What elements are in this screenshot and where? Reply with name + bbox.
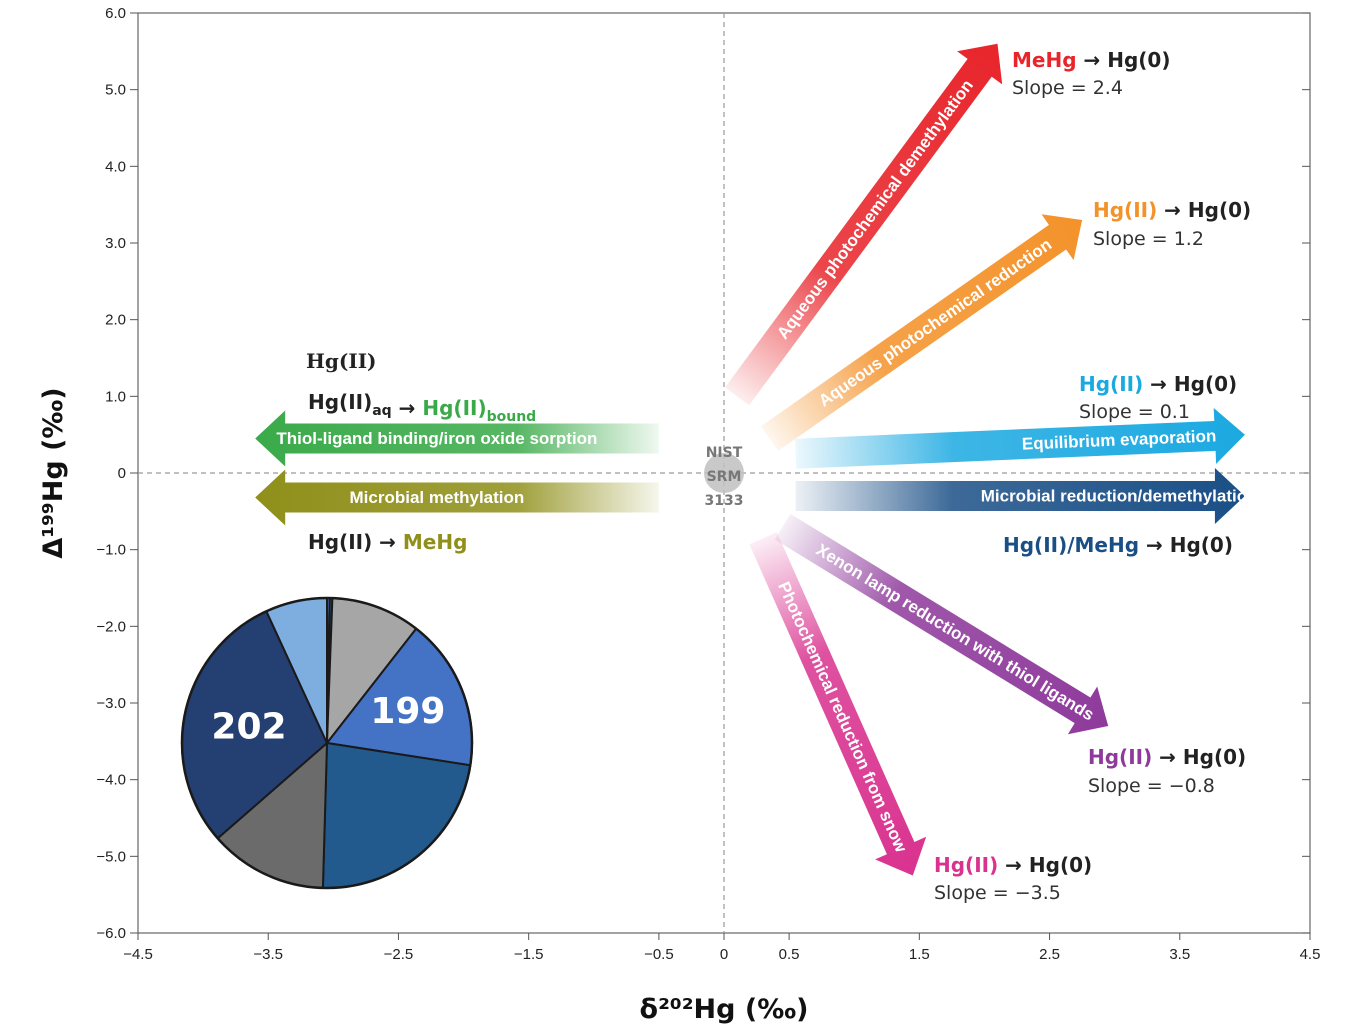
process-arrow [795,408,1245,469]
y-tick-label: 4.0 [105,158,126,175]
isotope-pie-inset: 199 202 [180,596,474,890]
nist-srm-3133-marker: NIST SRM 3133 [704,445,744,509]
x-tick-label: 4.5 [1300,946,1321,963]
reaction-arrow: → [1139,533,1170,557]
process-arrow [774,513,1109,735]
reaction-arrow: → [1077,48,1108,72]
pie-slice-label: 199 [370,691,445,732]
reaction-label: Hg(II) → Hg(0) [1093,198,1251,222]
reaction-label: Hg(II) → MeHg [308,530,467,554]
reaction-subscript: aq [372,403,391,419]
slope-label: Slope = 1.2 [1093,228,1204,250]
reaction-arrow: → [1143,372,1174,396]
reaction-label: Hg(II)aq → Hg(II)bound [308,390,536,425]
process-arrow-label: Microbial reduction/demethylation [981,487,1258,506]
process-arrow [761,214,1083,451]
x-tick-label: −4.5 [123,946,153,963]
reaction-label: Hg(II) → Hg(0) [934,853,1092,877]
reaction-arrow: → [998,853,1029,877]
x-tick-label: −2.5 [384,946,414,963]
y-axis-title: Δ¹⁹⁹Hg (‰) [38,387,69,558]
reaction-species: Hg(0) [1183,745,1246,769]
reaction-arrow: → [392,396,423,420]
process-arrow [795,468,1245,524]
y-tick-label: 3.0 [105,235,126,252]
reference-marker [704,453,744,493]
slope-label: Slope = 0.1 [1079,401,1190,423]
y-tick-label: −2.0 [96,618,126,635]
slope-label: Slope = −0.8 [1088,775,1215,797]
reference-label: 3133 [705,493,744,509]
y-tick-label: −5.0 [96,848,126,865]
x-tick-label: −0.5 [644,946,674,963]
process-arrow-label: Thiol-ligand binding/iron oxide sorption [276,429,597,448]
reaction-label: Hg(II) → Hg(0) [1079,372,1237,396]
x-axis-title: δ²⁰²Hg (‰) [640,994,809,1025]
x-tick-label: −3.5 [253,946,283,963]
reaction-species: Hg(II) [1093,198,1157,222]
reaction-species: Hg(II) [1079,372,1143,396]
x-tick-label: 3.5 [1169,946,1190,963]
reaction-species: Hg(II) [308,390,372,414]
reference-label: NIST [706,445,743,461]
reaction-species: Hg(0) [1029,853,1092,877]
reference-label: SRM [707,469,742,485]
reaction-arrow: → [372,530,403,554]
process-arrow-label: Microbial methylation [350,488,525,507]
y-tick-label: 5.0 [105,82,126,99]
process-arrow-label: Photochemical reduction from snow [774,579,911,856]
reaction-label: Hg(II) → Hg(0) [1088,745,1246,769]
y-tick-label: 2.0 [105,312,126,329]
hg-ii-label: Hg(II) [306,349,377,373]
slope-label: Slope = −3.5 [934,882,1061,904]
reaction-species: MeHg [1012,48,1077,72]
reaction-label: Hg(II)/MeHg → Hg(0) [1003,533,1233,557]
reaction-species: Hg(II) [308,530,372,554]
reaction-species: Hg(II) [1088,745,1152,769]
reaction-species: Hg(0) [1188,198,1251,222]
pie-slice [321,741,472,889]
x-tick-label: 0.5 [779,946,800,963]
y-tick-label: −1.0 [96,542,126,559]
reaction-species: Hg(0) [1174,372,1237,396]
y-tick-label: 6.0 [105,5,126,22]
y-tick-label: −4.0 [96,772,126,789]
x-tick-label: −1.5 [514,946,544,963]
process-arrow [255,410,659,467]
process-arrow [725,43,1003,406]
reaction-label: MeHg → Hg(0) [1012,48,1170,72]
reaction-species: MeHg [403,530,468,554]
y-tick-label: 1.0 [105,388,126,405]
x-tick-label: 2.5 [1039,946,1060,963]
pie-outline [180,596,474,890]
y-tick-label: 0 [118,465,126,482]
slope-label: Slope = 2.4 [1012,77,1123,99]
reaction-species: Hg(II) [422,396,486,420]
x-tick-label: 1.5 [909,946,930,963]
y-tick-label: −6.0 [96,925,126,942]
axis-ticks: −4.5 −3.5 −2.5 −1.5 −0.5 0 0.5 1.5 2.5 3.5 4.5 6.0 5… [96,5,1320,963]
process-arrow [749,532,927,876]
pie-slice-label: 202 [211,706,286,747]
reaction-subscript: bound [487,409,537,425]
reaction-arrow: → [1157,198,1188,222]
x-tick-label: 0 [720,946,728,963]
reaction-species: Hg(II)/MeHg [1003,533,1139,557]
process-arrow-label: Xenon lamp reduction with thiol ligands [813,540,1098,724]
y-tick-label: −3.0 [96,695,126,712]
process-arrow [255,469,659,526]
reaction-species: Hg(0) [1107,48,1170,72]
reaction-species: Hg(0) [1170,533,1233,557]
reaction-arrow: → [1152,745,1183,769]
reaction-species: Hg(II) [934,853,998,877]
reaction-labels: MeHg → Hg(0) Slope = 2.4 Hg(II) → Hg(0) Slo… [306,48,1251,904]
